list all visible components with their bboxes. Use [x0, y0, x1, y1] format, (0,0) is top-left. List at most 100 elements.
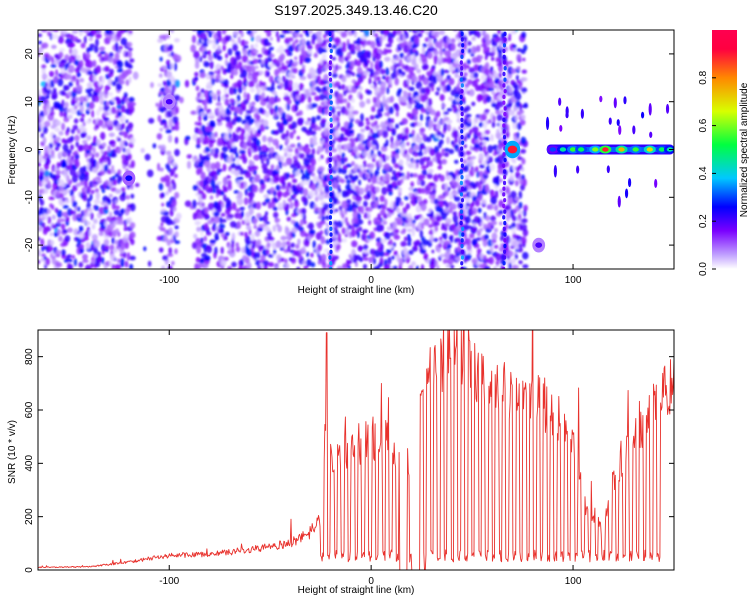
spectrogram-cell	[96, 251, 102, 257]
spectrogram-cell	[252, 218, 258, 224]
spectrogram-cell	[440, 119, 445, 125]
spectrogram-cell	[439, 240, 445, 244]
spectrogram-cell	[103, 117, 110, 122]
spectrogram-y-tick-label: 20	[24, 48, 35, 60]
spectrogram-cell	[433, 198, 440, 205]
spectrogram-cell	[406, 228, 413, 233]
spectrogram-cell	[196, 137, 202, 145]
spectrogram-cell	[422, 156, 428, 162]
spectrogram-streak-cell	[459, 209, 464, 214]
spectrogram-cell	[56, 209, 63, 218]
spectrogram-cell	[265, 42, 272, 47]
spectrogram-cell	[397, 187, 403, 193]
spectrogram-cell	[237, 191, 243, 199]
spectrogram-cell	[516, 66, 521, 71]
spectrogram-cell	[304, 89, 310, 97]
spectrogram-cell	[92, 135, 97, 144]
spectrogram-cell	[59, 192, 65, 199]
spectrogram-cell	[402, 207, 408, 214]
spectrogram-cell	[496, 114, 503, 122]
spectrogram-cell	[453, 59, 460, 64]
spectrogram-sideband	[648, 103, 652, 116]
spectrogram-cell	[266, 242, 271, 248]
spectrogram-cell	[223, 256, 229, 261]
spectrogram-cell	[402, 228, 407, 233]
spectrogram-cell	[303, 129, 309, 134]
spectrogram-cell	[194, 220, 201, 226]
spectrogram-cell	[233, 86, 237, 95]
spectrogram-cell	[390, 176, 395, 181]
spectrogram-cell	[472, 257, 479, 265]
spectrogram-cell	[359, 93, 363, 101]
spectrogram-cell	[476, 248, 482, 254]
spectrogram-cell	[474, 142, 480, 149]
spectrogram-cell	[320, 191, 325, 196]
spectrogram-cell	[71, 194, 75, 202]
spectrogram-cell	[429, 74, 436, 82]
spectrogram-cell	[84, 174, 89, 182]
spectrogram-cell	[79, 96, 86, 103]
spectrogram-cell	[174, 173, 178, 178]
spectrogram-cell	[281, 62, 285, 67]
spectrogram-cell	[41, 68, 46, 75]
spectrogram-streak-cell	[460, 134, 464, 140]
spectrogram-cell	[85, 171, 89, 175]
spectrogram-cell	[415, 204, 422, 213]
spectrogram-cell	[385, 104, 390, 112]
spectrogram-cell	[520, 236, 527, 245]
spectrogram-cell	[261, 201, 267, 206]
spectrogram-cell	[371, 132, 378, 139]
spectrogram-cell	[175, 54, 182, 63]
spectrogram-cell	[444, 182, 449, 191]
spectrogram-cell	[263, 85, 267, 90]
spectrogram-cell	[279, 53, 286, 61]
spectrogram-cell	[308, 229, 316, 235]
spectrogram-cell	[103, 65, 110, 72]
spectrogram-cell	[122, 147, 126, 153]
spectrogram-cell	[492, 115, 496, 123]
spectrogram-cell	[162, 255, 169, 261]
spectrogram-cell	[64, 33, 71, 38]
spectrogram-cell	[276, 36, 280, 43]
spectrogram-streak-cell	[328, 255, 332, 260]
spectrogram-cell	[507, 197, 513, 206]
spectrogram-cell	[79, 244, 85, 249]
spectrogram-y-label: Frequency (Hz)	[7, 116, 18, 185]
spectrogram-cell	[120, 105, 126, 113]
spectrogram-cell	[352, 110, 359, 115]
spectrogram-cell	[75, 182, 81, 187]
spectrogram-cell	[304, 30, 309, 36]
spectrogram-cell	[103, 105, 110, 112]
spectrogram-cell	[522, 57, 526, 62]
spectrogram-cell	[518, 247, 523, 253]
spectrogram-cell	[477, 94, 485, 101]
spectrogram-cell	[107, 169, 113, 175]
spectrogram-cell	[282, 118, 288, 125]
spectrogram-cell	[393, 250, 398, 256]
spectrogram-cell	[416, 187, 423, 194]
spectrogram-cell	[68, 64, 75, 73]
spectrogram-streak-cell	[503, 232, 507, 237]
spectrogram-cell	[518, 58, 522, 63]
spectrogram-cell	[495, 57, 501, 63]
spectrogram-cell	[417, 121, 423, 127]
spectrogram-cell	[363, 30, 370, 38]
spectrogram-cell	[174, 148, 180, 157]
spectrogram-cell	[334, 208, 339, 213]
spectrogram-cell	[87, 91, 93, 98]
spectrogram-cell	[351, 240, 358, 248]
spectrogram-cell	[464, 215, 471, 224]
spectrogram-cell	[391, 127, 397, 134]
spectrogram-cell	[125, 119, 129, 124]
spectrogram-cell	[345, 163, 353, 168]
spectrogram-cell	[498, 72, 502, 79]
spectrogram-cell	[499, 178, 504, 183]
spectrogram-cell	[89, 74, 95, 83]
spectrogram-cell	[285, 157, 293, 166]
spectrogram-cell	[243, 45, 249, 49]
spectrogram-cell	[316, 75, 321, 82]
spectrogram-cell	[207, 202, 215, 211]
spectrogram-streak-cell	[328, 66, 332, 71]
spectrogram-cell	[323, 90, 329, 96]
spectrogram-cell	[392, 242, 396, 247]
